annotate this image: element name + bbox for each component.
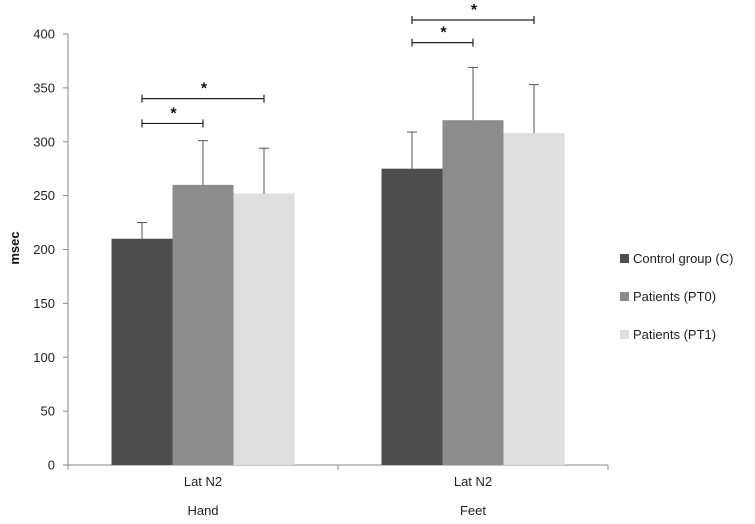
legend-swatch xyxy=(620,330,629,339)
significance-star: * xyxy=(170,105,177,122)
bar xyxy=(442,120,504,465)
y-tick-label: 50 xyxy=(41,404,55,419)
y-tick-label: 350 xyxy=(33,80,55,95)
bar xyxy=(111,238,173,465)
legend-swatch xyxy=(620,292,629,301)
y-tick-label: 200 xyxy=(33,242,55,257)
bar xyxy=(503,133,565,465)
y-tick-label: 100 xyxy=(33,350,55,365)
x-tick-label: Lat N2 xyxy=(184,474,222,489)
bar xyxy=(172,184,234,465)
y-tick-label: 300 xyxy=(33,134,55,149)
significance-star: * xyxy=(201,81,208,98)
legend-label: Patients (PT1) xyxy=(633,327,716,342)
significance-star: * xyxy=(471,2,478,19)
x-category-sublabel: Hand xyxy=(187,503,218,518)
legend: Control group (C) Patients (PT0) Patients … xyxy=(620,251,733,342)
legend-swatch xyxy=(620,254,629,263)
y-tick-label: 400 xyxy=(33,27,55,42)
significance-star: * xyxy=(440,25,447,42)
legend-label: Control group (C) xyxy=(633,251,733,266)
y-tick-label: 150 xyxy=(33,296,55,311)
bar xyxy=(233,193,295,465)
plot-area: 0 50 100 150 200 250 300 350 400 * * * * Lat N2 Hand La… xyxy=(33,2,609,518)
legend-label: Patients (PT0) xyxy=(633,289,716,304)
x-tick-label: Lat N2 xyxy=(454,474,492,489)
y-axis-label: msec xyxy=(7,231,22,264)
bar xyxy=(381,168,443,465)
y-tick-label: 0 xyxy=(48,458,55,473)
x-category-sublabel: Feet xyxy=(460,503,486,518)
y-tick-label: 250 xyxy=(33,188,55,203)
